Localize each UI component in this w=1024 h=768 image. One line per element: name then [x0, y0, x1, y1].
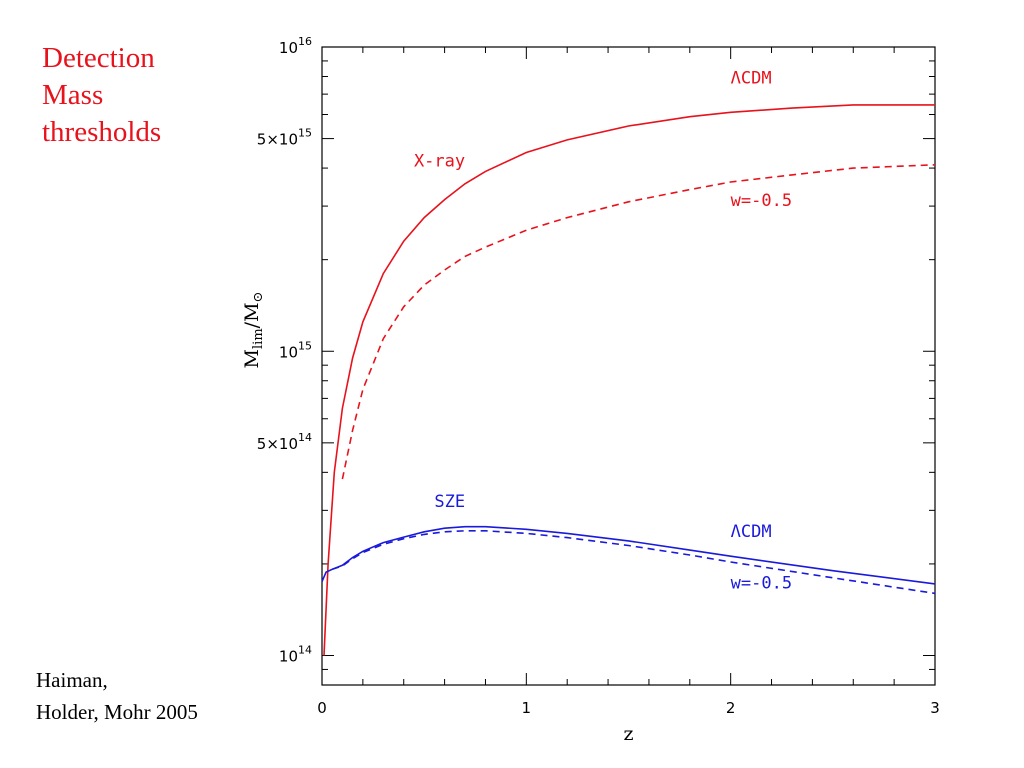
series-annotation-6: w=-0.5	[731, 574, 792, 594]
series-line-3	[321, 525, 936, 585]
series-line-1	[323, 104, 935, 656]
slide-title-line-3: thresholds	[42, 116, 162, 148]
series-layer	[321, 104, 936, 656]
y-tick-label: 5×1015	[257, 127, 312, 149]
series-annotation-4: SZE	[434, 492, 465, 512]
plot-border	[321, 46, 936, 686]
y-axis-title-slash: /M	[241, 302, 263, 328]
y-tick-label: 5×1014	[257, 431, 312, 453]
plot-frame	[321, 46, 936, 686]
slide-title-line-2: Mass	[42, 79, 104, 111]
citation-line-1: Haiman,	[36, 668, 108, 692]
y-axis-title-sun: ⊙	[251, 292, 266, 303]
x-axis-title: z	[623, 723, 633, 745]
slide-title-line-1: Detection	[42, 42, 155, 74]
series-line-4	[331, 530, 936, 595]
y-tick-label: 1015	[279, 339, 312, 361]
series-annotation-1: ΛCDM	[731, 68, 772, 88]
y-tick-label: 1016	[279, 35, 312, 57]
x-tick-label: 3	[930, 699, 940, 717]
citation-line-2: Holder, Mohr 2005	[36, 700, 198, 724]
slide-title: Detection Mass thresholds	[42, 40, 242, 151]
citation: Haiman, Holder, Mohr 2005	[36, 664, 198, 728]
y-axis: 1014 5×1014 1015 5×1015 1016	[257, 35, 935, 686]
x-tick-label: 2	[726, 699, 736, 717]
y-tick-label: 1014	[279, 644, 312, 666]
y-axis-title-sub: lim	[251, 328, 266, 349]
series-annotation-5: ΛCDM	[731, 522, 772, 542]
x-tick-label: 1	[522, 699, 532, 717]
annotation-layer: ΛCDM X-ray w=-0.5 SZE ΛCDM w=-0.5	[414, 68, 792, 593]
y-axis-title-main: M	[241, 349, 263, 368]
series-annotation-3: w=-0.5	[731, 191, 792, 211]
x-axis: 0 1 2 3	[317, 47, 940, 717]
x-tick-label: 0	[317, 699, 327, 717]
y-axis-title: Mlim/M⊙	[241, 292, 266, 369]
series-annotation-2: X-ray	[414, 151, 465, 171]
